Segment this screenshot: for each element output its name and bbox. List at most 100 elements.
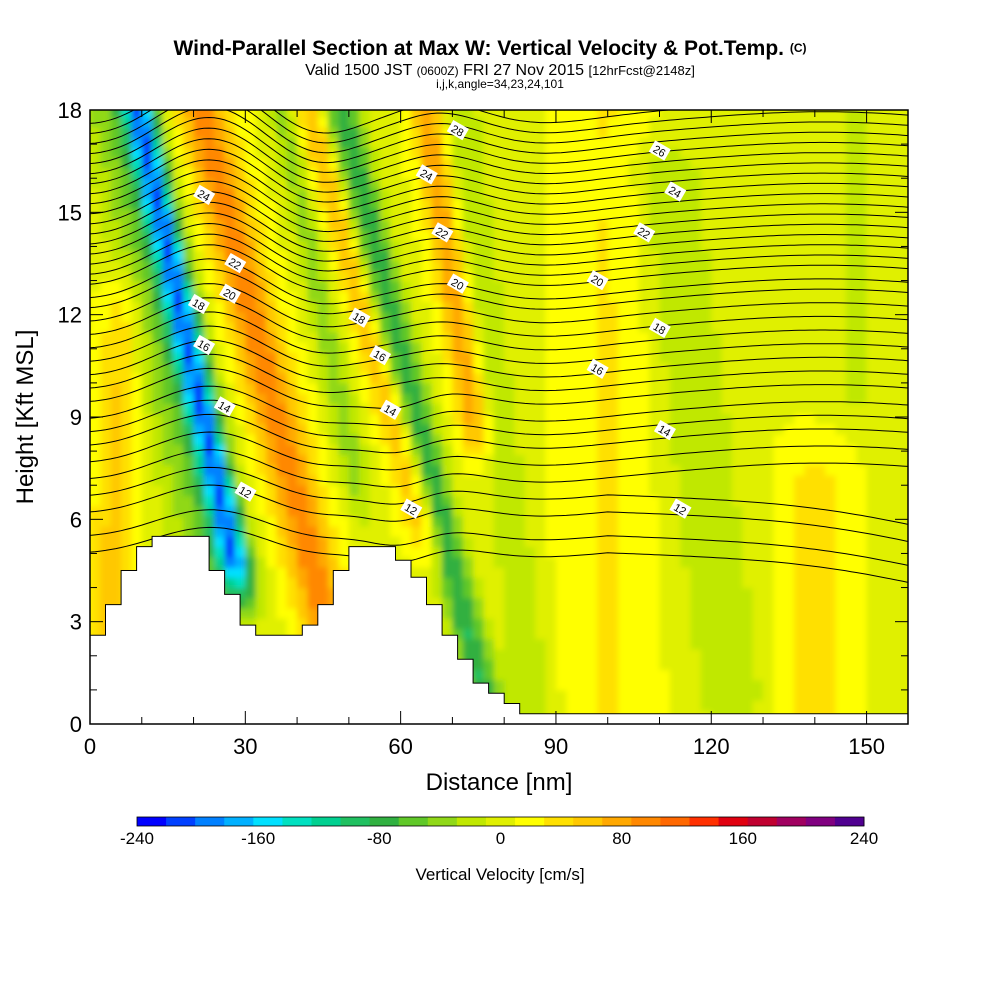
field-cell [607, 341, 619, 353]
field-cell [172, 474, 184, 486]
field-cell [90, 536, 101, 548]
field-cell [369, 280, 381, 292]
field-cell [90, 110, 101, 118]
field-cell [90, 546, 91, 558]
field-cell [121, 198, 133, 210]
field-cell [514, 198, 526, 210]
field-cell [587, 495, 598, 507]
field-cell [866, 474, 878, 486]
field-cell [431, 116, 443, 128]
field-cell [669, 178, 681, 190]
field-cell [752, 116, 764, 128]
field-cell [286, 434, 298, 445]
field-cell [504, 167, 516, 179]
field-cell [410, 526, 422, 537]
field-cell [286, 341, 298, 353]
field-cell [680, 96, 691, 107]
field-cell [504, 157, 516, 169]
field-cell [286, 546, 298, 558]
field-cell [628, 515, 640, 527]
field-cell [131, 454, 143, 466]
field-cell [814, 536, 826, 548]
field-cell [172, 301, 184, 312]
field-cell [400, 352, 412, 364]
field-cell [866, 659, 878, 671]
field-cell [111, 731, 122, 742]
field-cell [172, 331, 184, 343]
field-cell [628, 260, 640, 271]
field-cell [597, 444, 609, 456]
field-cell [794, 648, 806, 660]
field-cell [607, 116, 619, 128]
field-cell [825, 454, 837, 466]
field-cell [711, 474, 723, 486]
field-cell [390, 505, 402, 517]
field-cell [90, 567, 91, 578]
field-cell [680, 321, 692, 333]
field-cell [390, 157, 402, 169]
field-cell [462, 198, 474, 210]
field-cell [597, 731, 608, 742]
field-cell [452, 731, 463, 742]
field-cell [731, 127, 743, 138]
field-cell [535, 362, 547, 374]
field-cell [286, 260, 298, 271]
field-cell [555, 403, 567, 415]
field-cell [638, 587, 650, 599]
field-cell [224, 331, 236, 343]
field-cell [814, 413, 826, 425]
field-cell [266, 393, 277, 404]
field-cell [276, 546, 288, 558]
field-cell [172, 352, 184, 364]
field-cell [493, 648, 505, 660]
field-cell [286, 352, 298, 364]
field-cell [794, 618, 806, 630]
field-cell [369, 229, 381, 241]
field-cell [400, 198, 412, 210]
field-cell [141, 331, 153, 343]
field-cell [462, 362, 474, 374]
field-cell [555, 290, 567, 302]
field-cell [845, 382, 857, 394]
field-cell [545, 659, 557, 671]
field-cell [866, 198, 878, 210]
field-cell [90, 188, 101, 200]
field-cell [524, 393, 536, 404]
field-cell [814, 505, 826, 517]
field-cell [110, 229, 122, 241]
field-cell [359, 382, 371, 394]
field-cell [804, 382, 816, 394]
field-cell [266, 270, 277, 282]
field-cell [773, 700, 785, 711]
field-cell [628, 382, 640, 394]
field-cell [680, 597, 692, 609]
field-cell [877, 86, 888, 97]
field-cell [825, 382, 837, 394]
field-cell [659, 526, 671, 537]
field-cell [276, 556, 288, 568]
field-cell [804, 689, 816, 701]
field-cell [431, 280, 443, 292]
field-cell [649, 577, 661, 589]
field-cell [680, 577, 692, 589]
field-cell [566, 505, 578, 517]
field-cell [680, 229, 692, 241]
field-cell [110, 280, 122, 292]
field-cell [597, 127, 609, 138]
field-cell [555, 260, 567, 271]
field-cell [462, 382, 474, 394]
field-cell [773, 96, 784, 107]
field-cell [680, 659, 692, 671]
field-cell [566, 208, 578, 220]
field-cell [721, 127, 733, 138]
field-cell [618, 536, 630, 548]
field-cell [845, 403, 857, 415]
field-cell [121, 147, 133, 159]
field-cell [763, 116, 774, 128]
field-cell [245, 127, 257, 138]
field-cell [618, 454, 630, 466]
field-cell [255, 393, 267, 404]
field-cell [493, 597, 505, 609]
field-cell [421, 464, 433, 476]
field-cell [431, 454, 443, 466]
